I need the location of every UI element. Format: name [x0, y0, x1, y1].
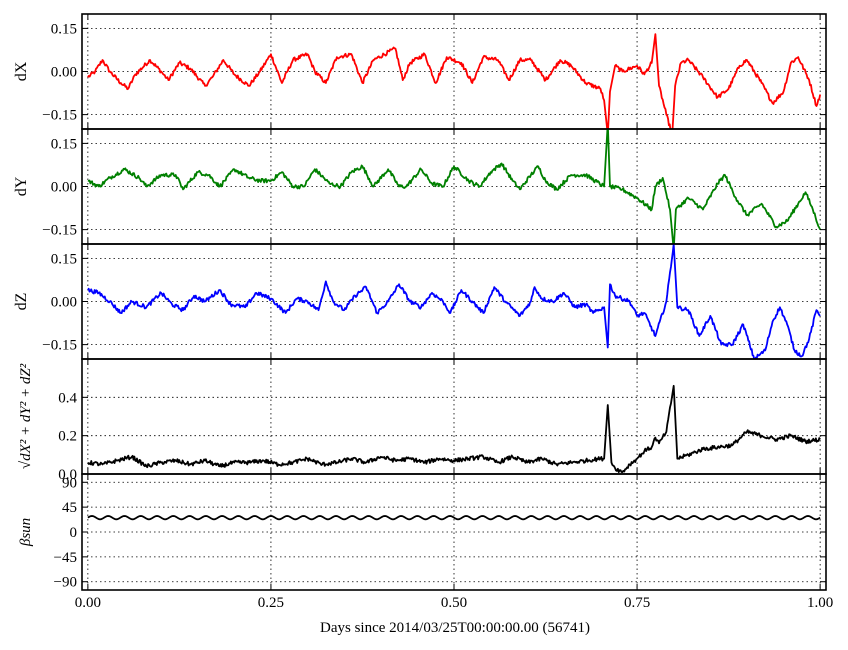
panels-group: 0.150.00−0.15dX0.150.00−0.15dY0.150.00−0… — [13, 13, 827, 591]
ytick-label-dy-0: 0.15 — [51, 136, 77, 152]
ytick-label-dz-2: −0.15 — [42, 338, 77, 354]
xtick-label-2: 0.50 — [441, 595, 467, 611]
x-axis: 0.00 0.25 0.50 0.75 1.00 — [75, 595, 834, 611]
panel-frame-beta — [81, 473, 827, 591]
ytick-label-dy-1: 0.00 — [51, 180, 77, 196]
ytick-label-dx-0: 0.15 — [51, 21, 77, 37]
series-line-dy — [87, 129, 821, 244]
series-line-dz — [87, 244, 821, 359]
ytick-label-mag-1: 0.2 — [58, 429, 77, 445]
ytick-label-beta-3: −45 — [54, 550, 77, 566]
panel-frame-mag — [81, 358, 827, 475]
ytick-label-dx-1: 0.00 — [51, 65, 77, 81]
ylabel-dy: dY — [13, 176, 30, 196]
panel-beta: 90 45 0 −45 −90 βsun — [18, 473, 827, 591]
panel-mag: 0.4 0.2 0.0 √dX² + dY² + dZ² — [18, 358, 827, 483]
ylabel-mag: √dX² + dY² + dZ² — [18, 363, 34, 469]
panel-dx: 0.15 0.00 −0.15 dX — [13, 13, 827, 130]
series-line-dx — [87, 33, 822, 129]
xtick-label-4: 1.00 — [807, 595, 833, 611]
ytick-label-beta-2: 0 — [70, 525, 78, 541]
ytick-label-dx-2: −0.15 — [42, 108, 77, 124]
panel-frame-dy — [81, 128, 827, 245]
series-line-beta — [87, 515, 821, 521]
panel-dy: 0.15 0.00 −0.15 dY — [13, 128, 827, 245]
ytick-label-beta-4: −90 — [54, 575, 77, 591]
ytick-label-dz-1: 0.00 — [51, 295, 77, 311]
ytick-label-mag-2: 0.0 — [58, 467, 77, 483]
panel-frame-dz — [81, 243, 827, 360]
ytick-label-beta-0: 90 — [62, 475, 77, 491]
ylabel-dz: dZ — [13, 293, 30, 311]
ylabel-dx: dX — [13, 61, 30, 81]
xtick-label-0: 0.00 — [75, 595, 101, 611]
x-axis-label: Days since 2014/03/25T00:00:00.00 (56741… — [320, 620, 590, 636]
ytick-label-dz-0: 0.15 — [51, 251, 77, 267]
ytick-label-beta-1: 45 — [62, 500, 77, 516]
panel-dz: 0.15 0.00 −0.15 dZ — [13, 243, 827, 360]
series-line-mag — [87, 384, 821, 474]
xtick-label-1: 0.25 — [258, 595, 284, 611]
ylabel-beta: βsun — [18, 518, 34, 547]
ytick-label-dy-2: −0.15 — [42, 223, 77, 239]
ytick-label-mag-0: 0.4 — [58, 390, 77, 406]
xtick-label-3: 0.75 — [624, 595, 650, 611]
